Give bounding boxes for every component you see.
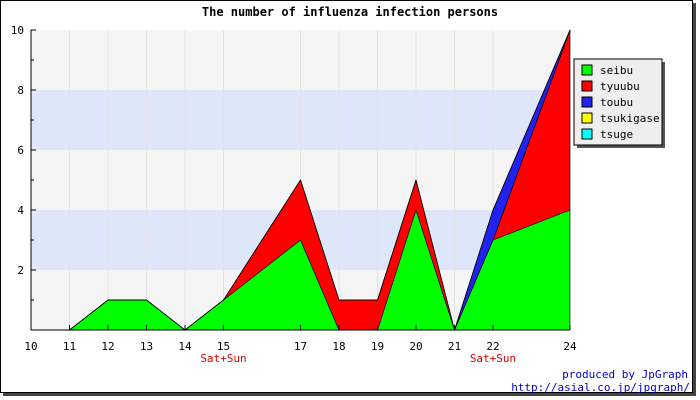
- legend-label-tsukigase: tsukigase: [600, 112, 660, 125]
- x-axis-tick-labels: 10 11 12 13 14 15 17 18 19 20 21 22 24 Sat+Sun Sat+Sun: [24, 340, 577, 365]
- x-tick-label: 13: [140, 340, 153, 353]
- y-tick-label: 10: [11, 24, 24, 37]
- x-tick-label: 19: [371, 340, 384, 353]
- axes: [30, 29, 571, 331]
- y-tick-label: 2: [17, 264, 24, 277]
- x-sub-label-weekend: Sat+Sun: [200, 352, 246, 365]
- x-tick-label: 17: [294, 340, 307, 353]
- legend-label-tyuubu: tyuubu: [600, 80, 640, 93]
- y-tick-label: 6: [17, 144, 24, 157]
- legend-swatch-tsuge: [581, 128, 593, 140]
- legend-label-seibu: seibu: [600, 64, 633, 77]
- credit-url[interactable]: http://asial.co.jp/jpgraph/: [511, 381, 690, 394]
- legend-label-toubu: toubu: [600, 96, 633, 109]
- legend-swatch-seibu: [581, 64, 593, 76]
- x-tick-label: 22: [486, 340, 499, 353]
- x-tick-label: 11: [63, 340, 76, 353]
- legend-label-tsuge: tsuge: [600, 128, 633, 141]
- x-tick-label: 20: [409, 340, 422, 353]
- chart-legend: seibu tyuubu toubu tsukigase tsuge: [573, 58, 665, 148]
- x-tick-label: 12: [101, 340, 114, 353]
- x-tick-label: 14: [178, 340, 192, 353]
- x-sub-label-weekend: Sat+Sun: [470, 352, 516, 365]
- x-tick-label: 15: [217, 340, 230, 353]
- legend-swatch-tyuubu: [581, 80, 593, 92]
- legend-swatch-tsukigase: [581, 112, 593, 124]
- x-tick-label: 24: [563, 340, 577, 353]
- y-tick-label: 8: [17, 84, 24, 97]
- x-tick-label: 10: [24, 340, 37, 353]
- x-tick-label: 18: [332, 340, 345, 353]
- chart-title: The number of influenza infection person…: [202, 5, 498, 19]
- credit-producer: produced by JpGraph: [562, 368, 688, 381]
- y-tick-label: 4: [17, 204, 24, 217]
- x-tick-label: 21: [448, 340, 461, 353]
- y-axis-tick-labels: 2 4 6 8 10: [11, 24, 25, 277]
- legend-swatch-toubu: [581, 96, 593, 108]
